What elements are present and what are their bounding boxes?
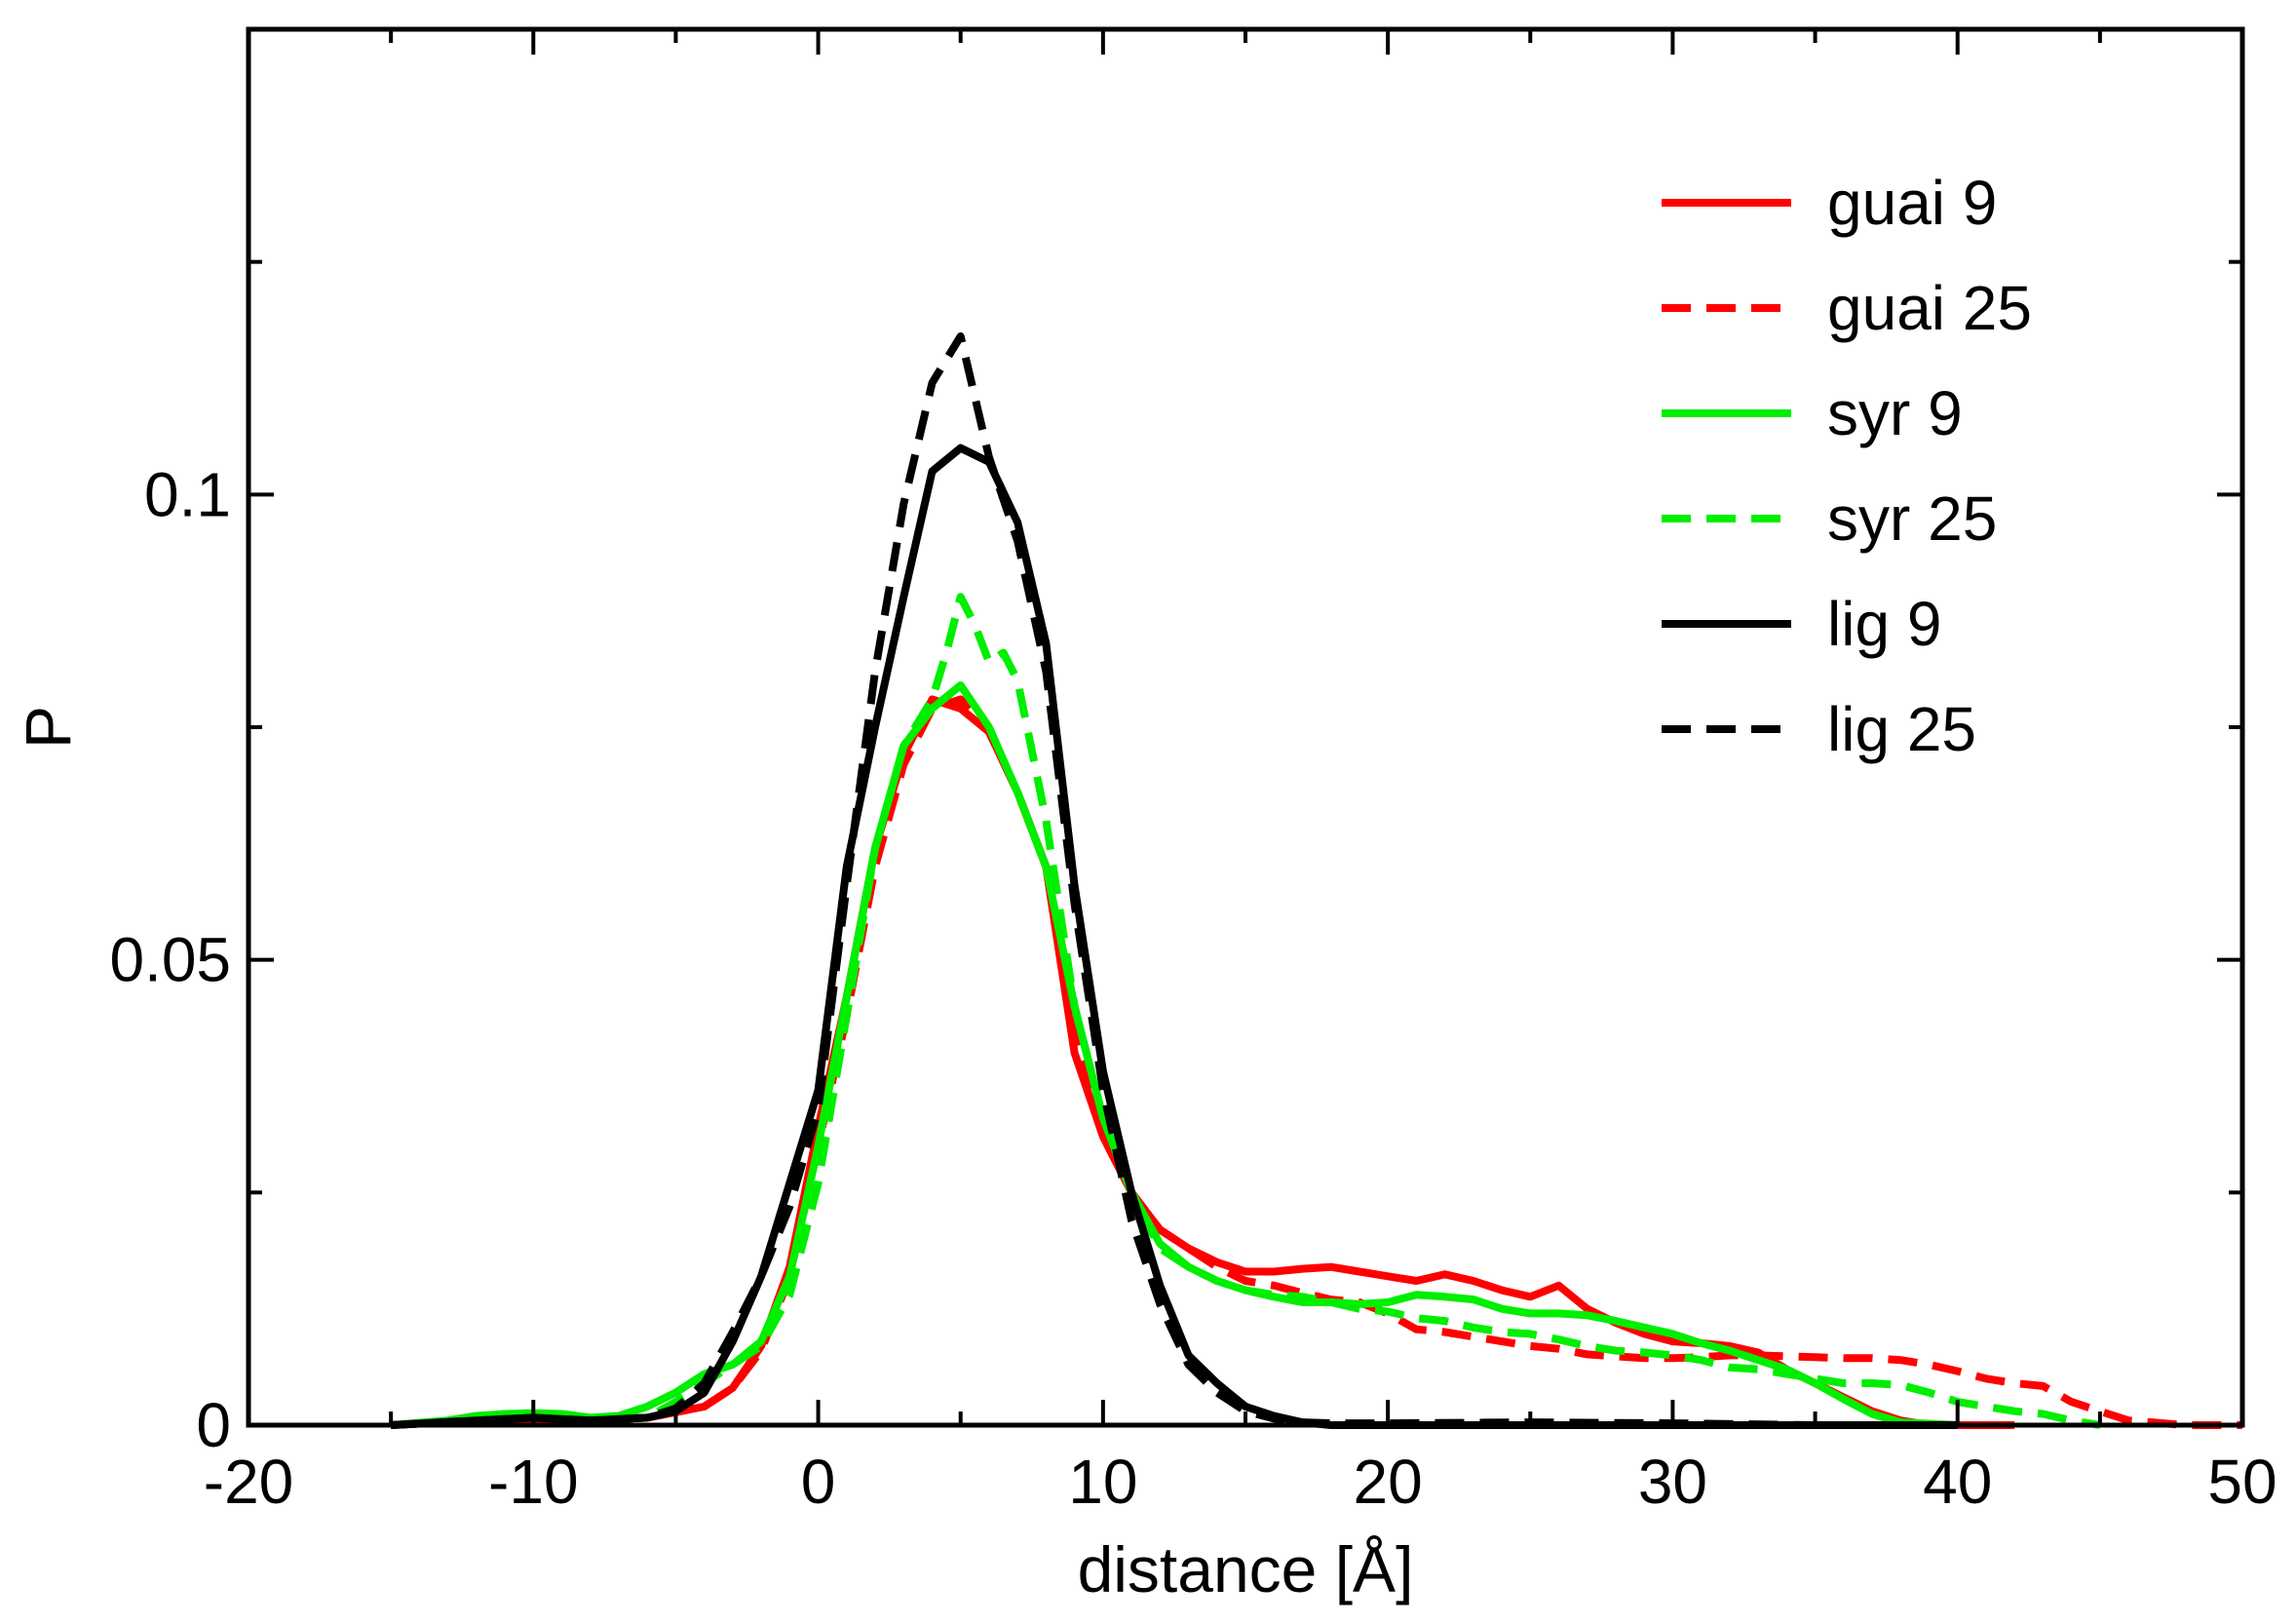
y-tick-label: 0 — [196, 1390, 231, 1460]
series-line-guai-9 — [390, 695, 2015, 1429]
series-line-guai-25 — [390, 695, 2242, 1429]
legend-label-syr-25: syr 25 — [1827, 483, 1997, 554]
x-tick-label: 20 — [1354, 1447, 1423, 1517]
legend-label-lig-25: lig 25 — [1827, 694, 1976, 764]
x-axis-label: distance [Å] — [1078, 1533, 1414, 1605]
tick-labels-layer: -20 -10 0 10 20 30 40 50 0 0.05 0.1 — [109, 459, 2277, 1517]
x-tick-label: 30 — [1638, 1447, 1707, 1517]
x-tick-label: 40 — [1923, 1447, 1992, 1517]
x-tick-label: -10 — [488, 1447, 579, 1517]
x-tick-label: 10 — [1068, 1447, 1137, 1517]
legend: guai 9 guai 25 syr 9 syr 25 lig 9 lig 25 — [1662, 168, 2032, 764]
x-tick-label: 0 — [801, 1447, 836, 1517]
y-axis-label: P — [12, 706, 84, 749]
legend-label-lig-9: lig 9 — [1827, 589, 1941, 659]
x-tick-label: 50 — [2207, 1447, 2277, 1517]
y-tick-label: 0.05 — [109, 925, 231, 995]
y-tick-label: 0.1 — [144, 459, 231, 529]
plot-frame — [246, 26, 2245, 1428]
legend-label-guai-25: guai 25 — [1827, 273, 2032, 343]
legend-label-syr-9: syr 9 — [1827, 378, 1963, 448]
series-line-syr-25 — [390, 593, 2101, 1429]
series-line-lig-9 — [390, 444, 1958, 1429]
x-tick-label: -20 — [204, 1447, 294, 1517]
legend-label-guai-9: guai 9 — [1827, 168, 1997, 238]
